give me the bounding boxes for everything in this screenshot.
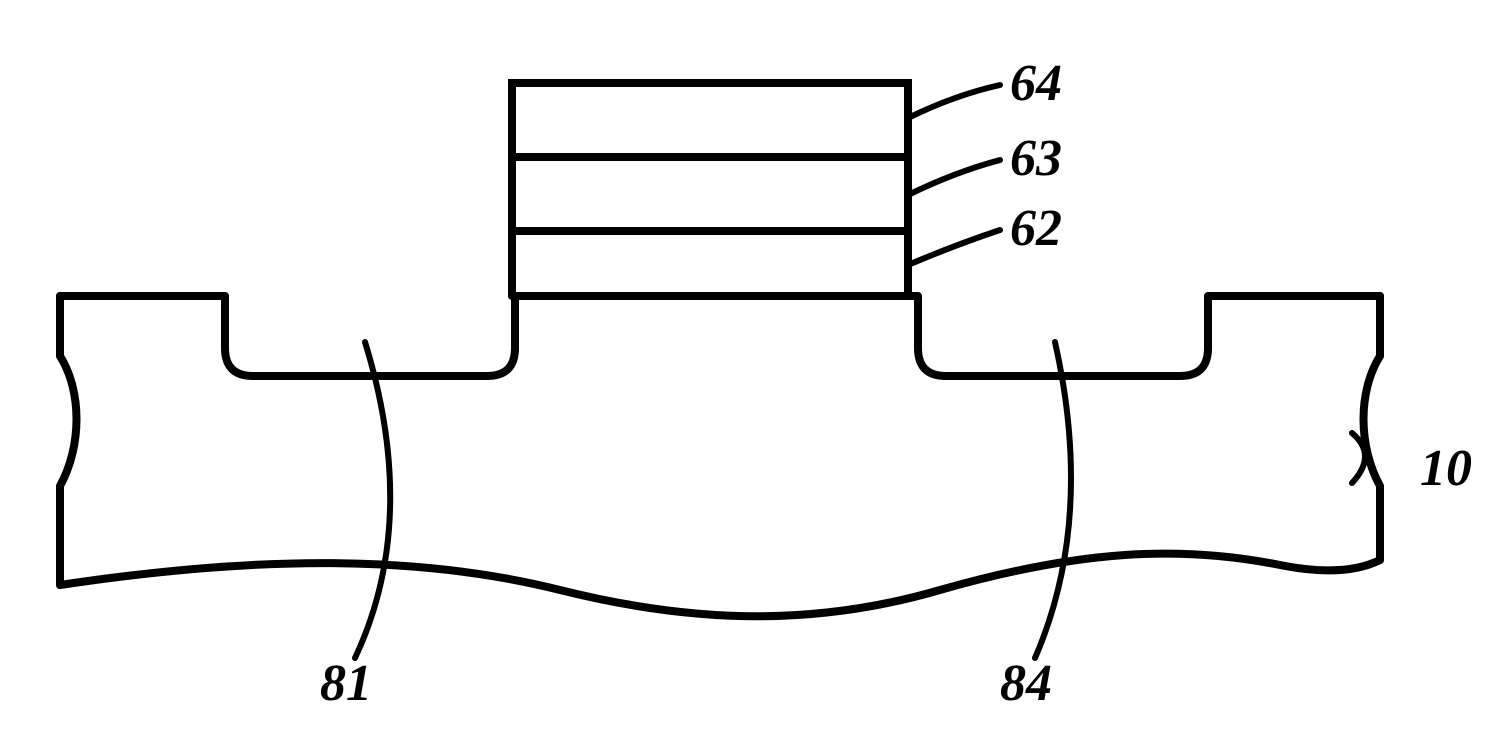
leader-63	[908, 160, 1000, 195]
label-64: 64	[1010, 55, 1062, 112]
substrate-top-surface	[60, 296, 1380, 376]
leader-62	[908, 230, 1000, 265]
leader-84	[1035, 342, 1071, 658]
substrate-left-edge	[60, 296, 77, 585]
substrate-bottom-edge	[60, 554, 1380, 617]
label-81: 81	[320, 655, 372, 712]
label-63: 63	[1010, 130, 1062, 187]
leader-81	[355, 342, 390, 658]
gate-stack-outline	[512, 83, 908, 296]
leader-64	[908, 85, 1000, 118]
substrate-right-edge	[1364, 296, 1381, 560]
label-84: 84	[1000, 655, 1052, 712]
label-10: 10	[1420, 440, 1472, 497]
label-62: 62	[1010, 200, 1062, 257]
